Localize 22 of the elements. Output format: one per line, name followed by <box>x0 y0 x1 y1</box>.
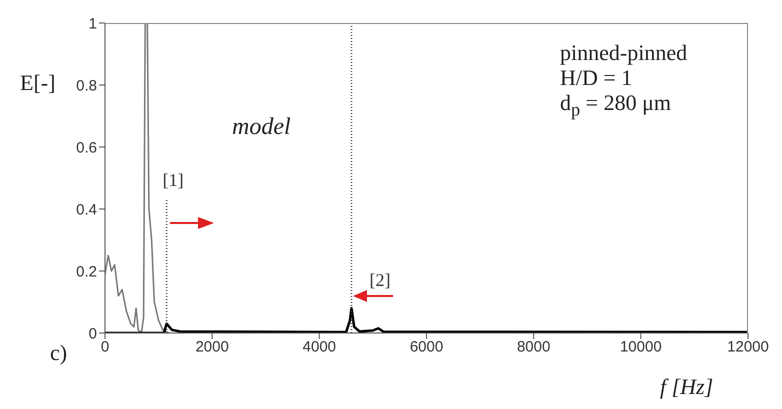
x-tick-label: 6000 <box>410 338 444 356</box>
x-tick-label: 12000 <box>727 338 769 356</box>
y-tick-label: 0 <box>88 325 97 342</box>
x-tick-label: 8000 <box>516 338 550 356</box>
annotation: pinned-pinned <box>560 40 688 66</box>
y-axis-title: E[-] <box>20 70 56 96</box>
x-tick-label: 0 <box>100 338 110 356</box>
x-tick-label: 4000 <box>302 338 336 356</box>
annotation: [2] <box>369 270 390 291</box>
annotation: H/D = 1 <box>560 65 632 91</box>
x-tick-label: 10000 <box>620 338 662 356</box>
text: c) <box>50 340 68 366</box>
y-tick-label: 0.6 <box>76 139 97 156</box>
y-tick-label: 0.4 <box>76 201 97 218</box>
y-tick-label: 0.2 <box>76 263 97 280</box>
x-axis-title: f [Hz] <box>660 374 714 400</box>
x-tick-label: 2000 <box>195 338 229 356</box>
annotation: d$_{p}$ = 280 μm <box>560 90 671 120</box>
y-tick-label: 1 <box>88 15 97 32</box>
y-tick-label: 0.8 <box>76 77 97 94</box>
annotation: [1] <box>162 170 184 191</box>
annotation: model <box>232 114 291 141</box>
